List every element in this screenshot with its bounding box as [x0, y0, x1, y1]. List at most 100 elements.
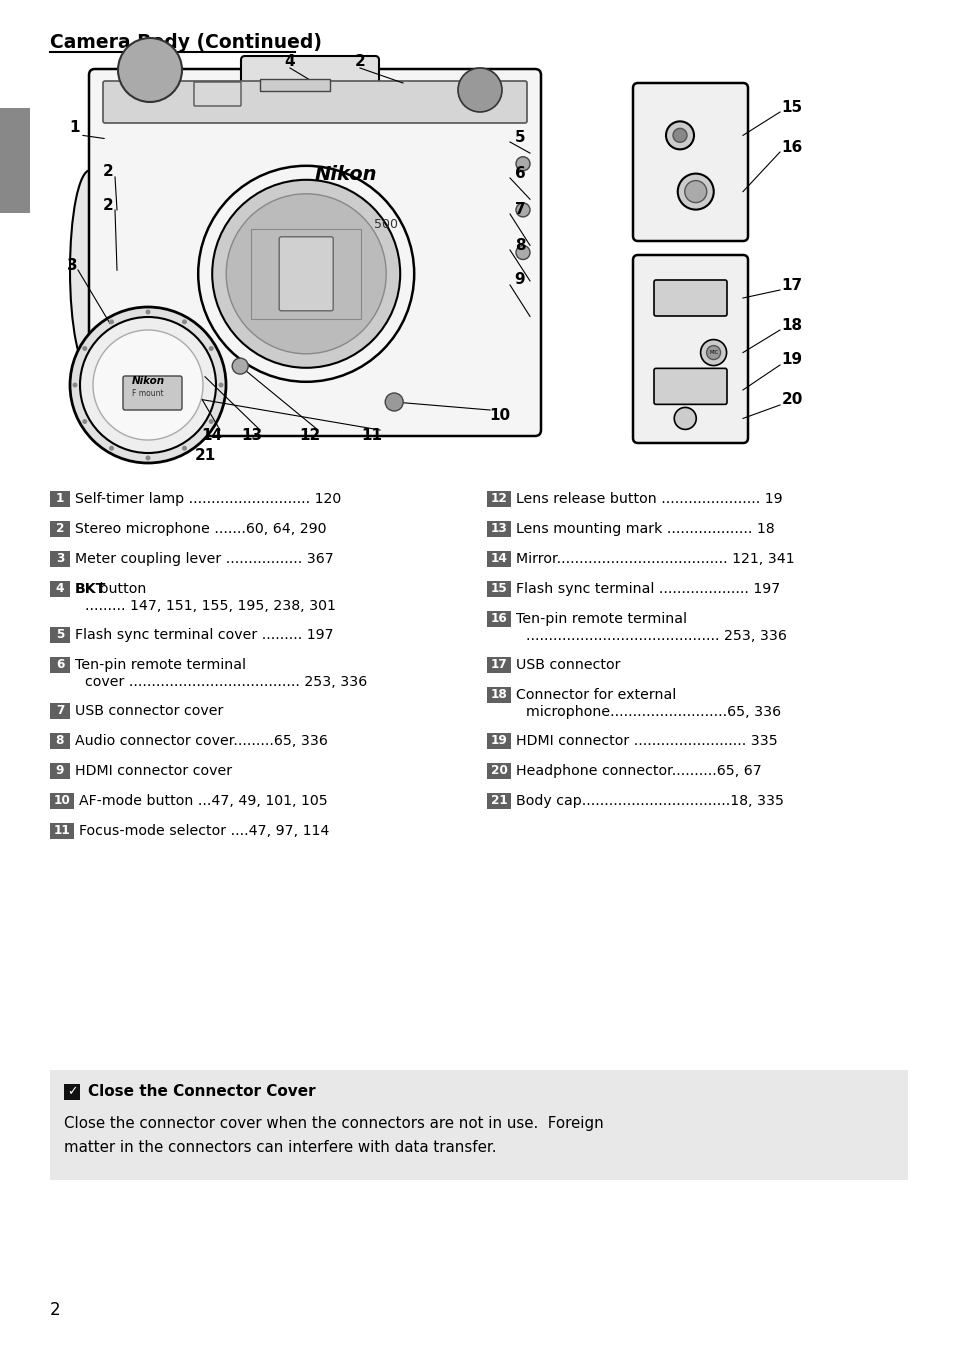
Text: 18: 18 — [781, 317, 801, 332]
FancyBboxPatch shape — [279, 237, 333, 311]
Text: 2: 2 — [50, 1301, 61, 1319]
Text: microphone..........................65, 336: microphone..........................65, … — [525, 705, 781, 720]
Text: Ten-pin remote terminal: Ten-pin remote terminal — [75, 658, 246, 672]
Text: Meter coupling lever ................. 367: Meter coupling lever ................. 3… — [75, 551, 334, 566]
Circle shape — [516, 203, 530, 217]
Circle shape — [82, 420, 87, 424]
Circle shape — [182, 445, 187, 451]
Text: 14: 14 — [490, 553, 507, 565]
Circle shape — [146, 456, 151, 460]
Text: Close the Connector Cover: Close the Connector Cover — [88, 1084, 315, 1099]
Text: 17: 17 — [490, 659, 507, 671]
Text: 16: 16 — [781, 140, 801, 156]
Text: Stereo microphone .......60, 64, 290: Stereo microphone .......60, 64, 290 — [75, 522, 326, 537]
FancyBboxPatch shape — [50, 794, 74, 808]
Circle shape — [182, 319, 187, 324]
Circle shape — [118, 38, 182, 102]
Text: USB connector cover: USB connector cover — [75, 703, 223, 718]
FancyBboxPatch shape — [486, 656, 511, 672]
Text: Body cap.................................18, 335: Body cap................................… — [516, 794, 783, 808]
Text: Mirror...................................... 121, 341: Mirror..................................… — [516, 551, 794, 566]
Circle shape — [684, 180, 706, 203]
Text: 15: 15 — [781, 101, 801, 116]
FancyBboxPatch shape — [50, 823, 74, 839]
Circle shape — [672, 128, 686, 143]
Ellipse shape — [70, 171, 110, 370]
Text: 20: 20 — [490, 764, 507, 777]
Circle shape — [457, 69, 501, 112]
Circle shape — [80, 317, 215, 453]
Text: 21: 21 — [194, 448, 215, 463]
Text: Connector for external: Connector for external — [516, 689, 676, 702]
FancyBboxPatch shape — [654, 280, 726, 316]
Text: Lens release button ...................... 19: Lens release button ....................… — [516, 492, 781, 506]
Text: 15: 15 — [490, 582, 507, 596]
Text: 500: 500 — [374, 218, 397, 230]
Text: 2: 2 — [355, 55, 365, 70]
Circle shape — [516, 246, 530, 260]
FancyBboxPatch shape — [64, 1084, 80, 1100]
Circle shape — [212, 180, 399, 367]
Text: Headphone connector..........65, 67: Headphone connector..........65, 67 — [516, 764, 760, 777]
Text: 1: 1 — [56, 492, 64, 506]
Circle shape — [209, 420, 213, 424]
Text: 14: 14 — [201, 428, 222, 443]
FancyBboxPatch shape — [50, 627, 70, 643]
Text: ✓: ✓ — [67, 1085, 77, 1099]
FancyBboxPatch shape — [486, 611, 511, 627]
FancyBboxPatch shape — [0, 108, 30, 213]
Circle shape — [232, 358, 248, 374]
Text: 9: 9 — [56, 764, 64, 777]
Circle shape — [92, 330, 203, 440]
Text: 17: 17 — [781, 277, 801, 292]
Text: 2: 2 — [103, 198, 113, 213]
Text: 7: 7 — [56, 705, 64, 717]
Text: Self-timer lamp ........................... 120: Self-timer lamp ........................… — [75, 492, 341, 506]
FancyBboxPatch shape — [654, 369, 726, 405]
Text: Flash sync terminal .................... 197: Flash sync terminal ....................… — [516, 582, 780, 596]
Text: HDMI connector ......................... 335: HDMI connector .........................… — [516, 734, 777, 748]
FancyBboxPatch shape — [486, 491, 511, 507]
Circle shape — [706, 346, 720, 359]
Text: 12: 12 — [490, 492, 507, 506]
Circle shape — [218, 382, 223, 387]
FancyBboxPatch shape — [50, 581, 70, 597]
Text: 2: 2 — [56, 522, 64, 535]
Text: 18: 18 — [490, 689, 507, 702]
Text: ........................................... 253, 336: ........................................… — [525, 629, 786, 643]
Text: 3: 3 — [67, 257, 77, 273]
Text: 13: 13 — [241, 428, 262, 443]
Text: F mount: F mount — [132, 390, 164, 398]
Text: Audio connector cover.........65, 336: Audio connector cover.........65, 336 — [75, 734, 328, 748]
FancyBboxPatch shape — [50, 703, 70, 720]
FancyBboxPatch shape — [486, 521, 511, 537]
Text: Lens mounting mark ................... 18: Lens mounting mark ................... 1… — [516, 522, 774, 537]
Circle shape — [70, 307, 226, 463]
Text: 12: 12 — [299, 428, 320, 443]
Text: 13: 13 — [490, 522, 507, 535]
Text: 11: 11 — [361, 428, 382, 443]
FancyBboxPatch shape — [50, 491, 70, 507]
Circle shape — [516, 157, 530, 171]
Text: cover ...................................... 253, 336: cover ..................................… — [85, 675, 367, 689]
FancyBboxPatch shape — [89, 69, 540, 436]
Text: 5: 5 — [56, 628, 64, 642]
Text: USB connector: USB connector — [516, 658, 619, 672]
Text: Camera Body (Continued): Camera Body (Continued) — [50, 32, 322, 51]
FancyBboxPatch shape — [50, 551, 70, 568]
FancyBboxPatch shape — [486, 581, 511, 597]
Text: 6: 6 — [56, 659, 64, 671]
Text: 3: 3 — [56, 553, 64, 565]
FancyBboxPatch shape — [486, 733, 511, 749]
Text: button: button — [95, 582, 147, 596]
Text: 8: 8 — [515, 238, 525, 253]
Text: Focus-mode selector ....47, 97, 114: Focus-mode selector ....47, 97, 114 — [79, 824, 329, 838]
FancyBboxPatch shape — [103, 81, 526, 122]
Text: Nikon: Nikon — [314, 165, 377, 184]
Circle shape — [82, 346, 87, 351]
Circle shape — [665, 121, 693, 149]
FancyBboxPatch shape — [50, 521, 70, 537]
Text: 21: 21 — [490, 795, 507, 807]
Text: 4: 4 — [284, 55, 295, 70]
Text: AF-mode button ...47, 49, 101, 105: AF-mode button ...47, 49, 101, 105 — [79, 794, 328, 808]
